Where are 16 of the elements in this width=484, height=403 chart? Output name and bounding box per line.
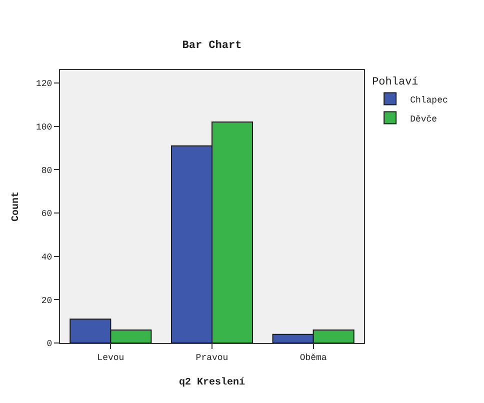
y-tick-label: 60: [41, 209, 52, 220]
x-tick-label: Levou: [97, 352, 124, 363]
y-tick-label: 20: [41, 296, 52, 306]
y-tick-label: 80: [41, 166, 52, 176]
legend-label: Děvče: [410, 114, 438, 124]
x-axis-title: q2 Kreslení: [178, 376, 246, 388]
y-tick-label: 40: [41, 252, 52, 262]
chart-title: Bar Chart: [182, 40, 242, 52]
legend-title: Pohlaví: [372, 76, 419, 88]
y-tick-label: 0: [46, 339, 52, 350]
x-tick-label: Oběma: [300, 352, 328, 363]
y-tick-label: 120: [36, 79, 52, 90]
legend-label: Chlapec: [410, 95, 448, 106]
y-axis-title: Count: [10, 191, 22, 222]
y-tick-label: 100: [36, 122, 52, 132]
x-tick-label: Pravou: [196, 352, 228, 363]
